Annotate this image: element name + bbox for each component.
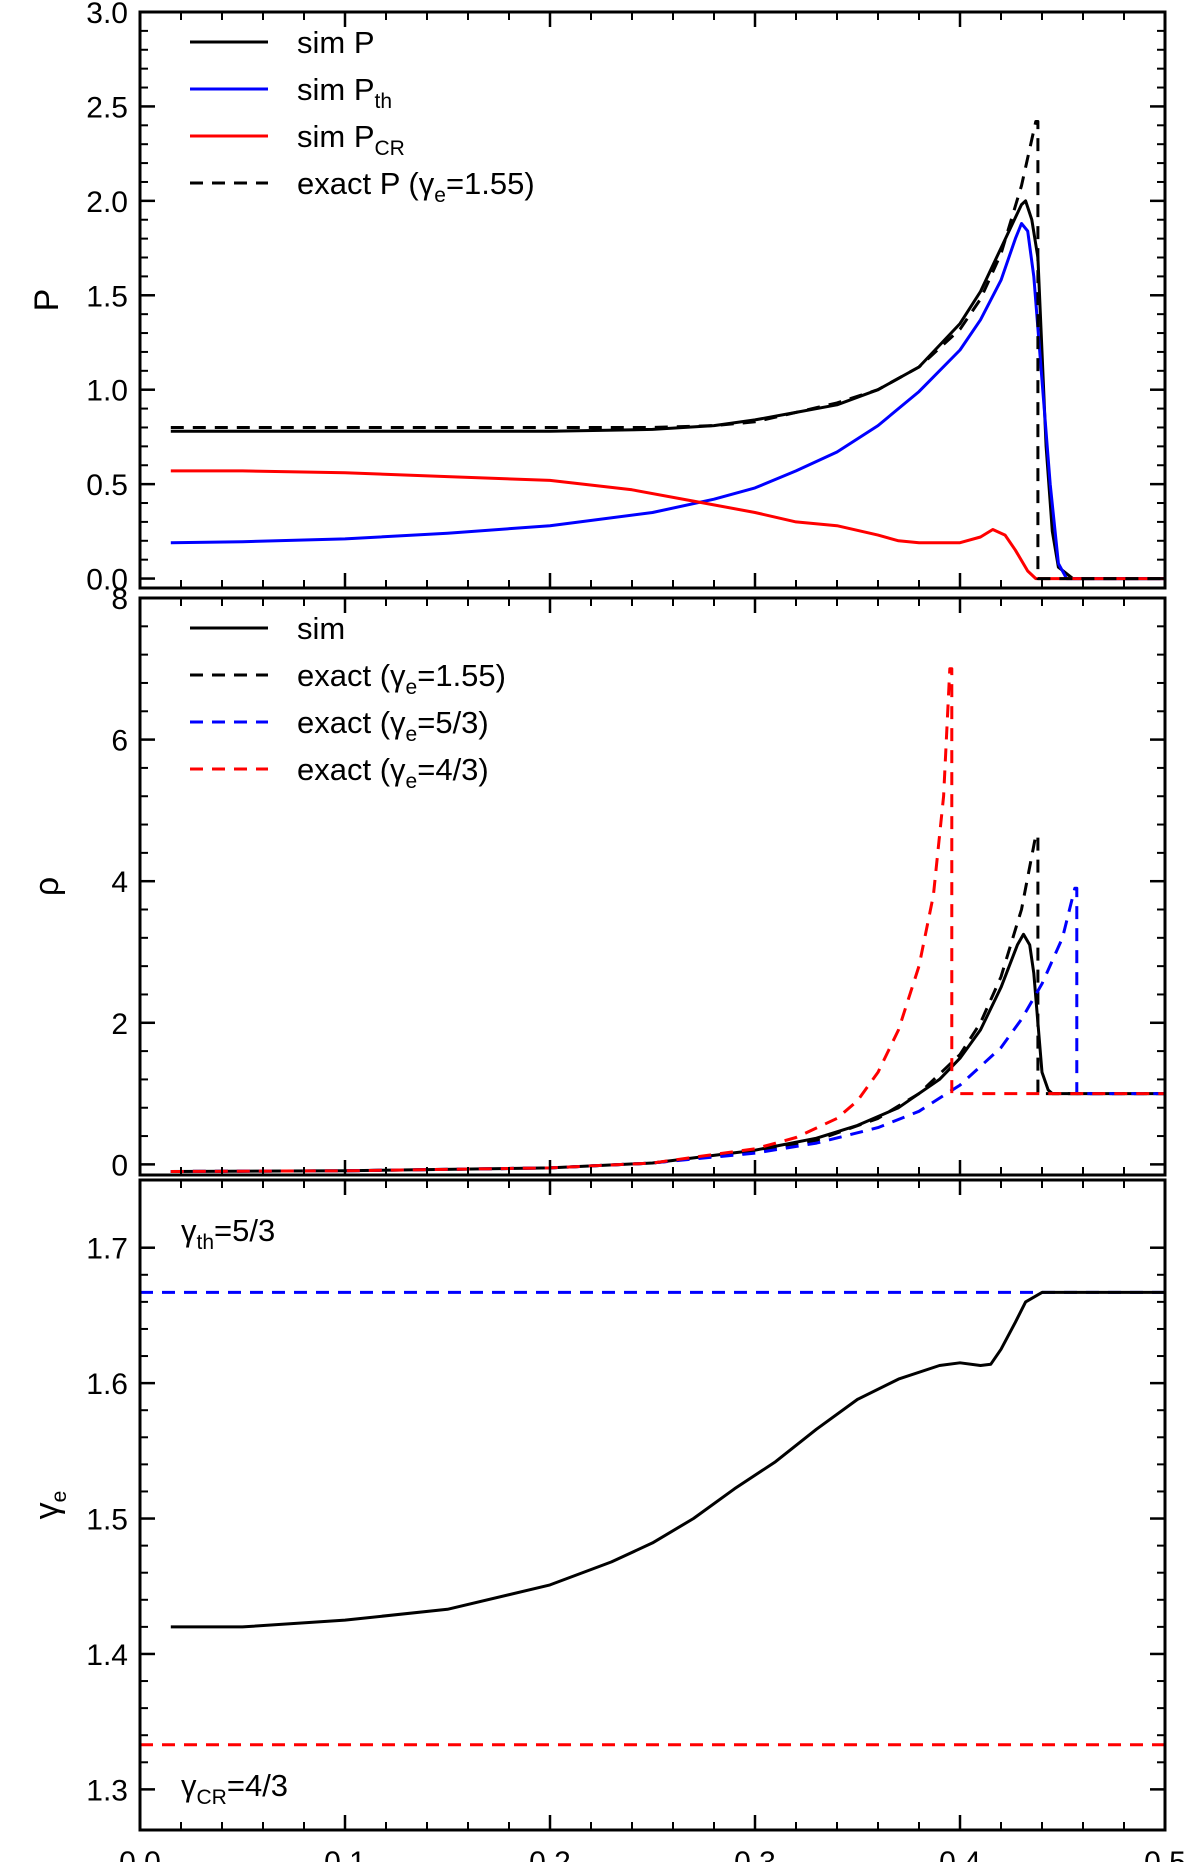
x-tick-label: 0.4: [939, 1846, 981, 1862]
x-tick-label: 0.1: [324, 1846, 366, 1862]
plot-frame: [138, 1178, 1167, 1832]
series-line-density-1: [170, 833, 1165, 1173]
legend-label-0: sim: [297, 611, 345, 646]
plot-frame: [138, 596, 1167, 1177]
series-line-pressure-2: [170, 469, 1165, 581]
y-tick-label: 1.4: [86, 1639, 128, 1672]
x-tick-label: 0.5: [1144, 1846, 1186, 1862]
y-axis-label: P: [28, 289, 66, 312]
y-tick-label: 2.0: [86, 186, 128, 219]
panel-gamma: 1.31.41.51.61.70.00.10.20.30.40.5γerγth=…: [28, 1178, 1186, 1862]
panel-density: 0 2 4 6 8 ρ sim exact (γe=1.55) exact (γe=5/3) ex…: [28, 583, 1167, 1182]
legend-label-2: exact (γe=5/3): [297, 705, 489, 746]
x-tick-label: 0.0: [119, 1846, 161, 1862]
y-tick-label: 0.0: [86, 564, 128, 597]
legend-label-3: exact (γe=4/3): [297, 752, 489, 793]
legend-label-1: sim Pth: [297, 72, 392, 113]
plot-frame: [138, 10, 1167, 590]
legend-label-3: exact P (γe=1.55): [297, 166, 535, 207]
y-tick-label: 1.5: [86, 1504, 128, 1537]
y-tick-label: 2: [111, 1008, 128, 1041]
series-line-pressure-3: [170, 120, 1165, 581]
y-axis-label: ρ: [28, 877, 66, 896]
y-tick-label: 4: [111, 866, 128, 899]
x-tick-label: 0.2: [529, 1846, 571, 1862]
y-tick-label: 8: [111, 583, 128, 616]
y-tick-label: 2.5: [86, 91, 128, 124]
y-tick-label: 3.0: [86, 0, 128, 30]
y-tick-label: 1.3: [86, 1774, 128, 1807]
legend-label-1: exact (γe=1.55): [297, 658, 506, 699]
y-tick-label: 6: [111, 725, 128, 758]
y-tick-label: 1.7: [86, 1233, 128, 1266]
annotation-0: γth=5/3: [181, 1213, 275, 1254]
annotation-1: γCR=4/3: [181, 1768, 288, 1809]
y-tick-label: 1.0: [86, 375, 128, 408]
y-tick-label: 1.5: [86, 280, 128, 313]
legend-label-2: sim PCR: [297, 119, 405, 160]
series-line-pressure-1: [170, 222, 1165, 581]
x-tick-label: 0.3: [734, 1846, 776, 1862]
legend-label-0: sim P: [297, 25, 375, 60]
y-axis-label: γe: [28, 1491, 71, 1520]
series-line-pressure-0: [170, 199, 1165, 581]
series-line-density-3: [170, 667, 1165, 1173]
series-line-density-0: [170, 932, 1165, 1173]
series-line-gamma-2: [170, 1290, 1165, 1629]
y-tick-label: 1.6: [86, 1368, 128, 1401]
y-tick-label: 0: [111, 1149, 128, 1182]
y-tick-label: 0.5: [86, 469, 128, 502]
